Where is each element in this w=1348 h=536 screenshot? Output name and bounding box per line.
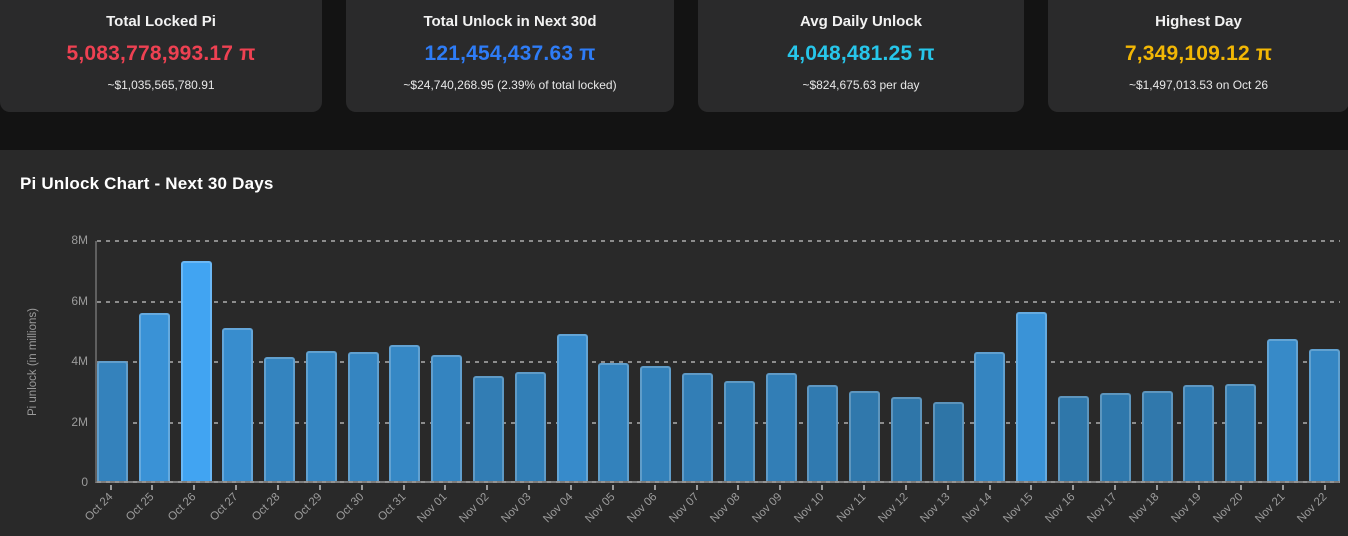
bar-series <box>97 241 1340 481</box>
bar[interactable] <box>723 380 755 481</box>
bar[interactable] <box>598 362 630 481</box>
x-axis-tick <box>779 485 782 490</box>
bar[interactable] <box>347 352 379 481</box>
bar[interactable] <box>890 397 922 481</box>
x-axis-tick <box>151 485 154 490</box>
bar[interactable] <box>97 361 128 481</box>
x-axis-tick <box>528 485 531 490</box>
stat-card-total-locked: Total Locked Pi 5,083,778,993.17 π ~$1,0… <box>0 0 322 112</box>
chart-panel: Pi Unlock Chart - Next 30 Days Pi unlock… <box>0 150 1348 536</box>
bar[interactable] <box>1057 395 1089 481</box>
bar[interactable] <box>849 391 881 481</box>
card-value: 121,454,437.63 π <box>424 42 596 65</box>
x-axis-tick <box>1323 485 1326 490</box>
x-axis-tick <box>946 485 949 490</box>
stats-row: Total Locked Pi 5,083,778,993.17 π ~$1,0… <box>0 0 1348 112</box>
x-axis-tick <box>695 485 698 490</box>
y-axis-tick-label: 2M <box>71 414 88 429</box>
bar[interactable] <box>1225 383 1257 481</box>
card-title: Avg Daily Unlock <box>800 13 922 30</box>
x-axis-tick <box>235 485 238 490</box>
x-axis-tick <box>360 485 363 490</box>
bar[interactable] <box>640 365 672 481</box>
bar[interactable] <box>932 401 964 481</box>
x-axis-tick <box>193 485 196 490</box>
card-value: 5,083,778,993.17 π <box>66 42 256 65</box>
bar[interactable] <box>1016 311 1048 481</box>
bar[interactable] <box>305 350 337 481</box>
x-axis-tick <box>318 485 321 490</box>
bar[interactable] <box>1308 349 1340 481</box>
bar[interactable] <box>1141 391 1173 481</box>
card-subtext: ~$824,675.63 per day <box>802 78 920 92</box>
bar[interactable] <box>765 373 797 481</box>
bar[interactable] <box>264 356 296 481</box>
stat-card-total-unlock-30d: Total Unlock in Next 30d 121,454,437.63 … <box>346 0 674 112</box>
y-axis-tick-label: 4M <box>71 354 88 368</box>
x-axis-tick <box>988 485 991 490</box>
bar[interactable] <box>1099 392 1131 481</box>
x-axis-tick <box>444 485 447 490</box>
gridline-zero <box>97 481 1340 483</box>
bar[interactable] <box>1183 385 1215 481</box>
bar[interactable] <box>556 334 588 481</box>
x-axis-tick <box>821 485 824 490</box>
bar[interactable] <box>180 260 212 481</box>
card-subtext: ~$1,497,013.53 on Oct 26 <box>1128 78 1269 92</box>
bar[interactable] <box>807 385 839 481</box>
x-axis-tick <box>1281 485 1284 490</box>
x-axis-tick <box>109 485 112 490</box>
plot-area <box>95 240 1340 483</box>
card-title: Total Unlock in Next 30d <box>423 13 597 30</box>
y-axis-tick-label: 6M <box>71 293 88 308</box>
chart-title: Pi Unlock Chart - Next 30 Days <box>20 174 274 193</box>
bar[interactable] <box>138 313 170 481</box>
x-axis-tick <box>569 485 572 490</box>
x-axis-tick <box>1239 485 1242 490</box>
card-title: Highest Day <box>1155 13 1242 30</box>
bar[interactable] <box>974 352 1006 481</box>
card-subtext: ~$24,740,268.95 (2.39% of total locked) <box>403 78 617 92</box>
card-title: Total Locked Pi <box>106 13 216 30</box>
x-axis-tick <box>1072 485 1075 490</box>
x-axis-label: Oct 24 <box>82 491 115 524</box>
card-value: 4,048,481.25 π <box>787 42 935 65</box>
y-axis-tick-label: 8M <box>71 233 88 247</box>
stat-card-avg-daily-unlock: Avg Daily Unlock 4,048,481.25 π ~$824,67… <box>698 0 1024 112</box>
bar[interactable] <box>1266 338 1298 481</box>
bar[interactable] <box>389 344 421 481</box>
x-axis-tick <box>904 485 907 490</box>
x-axis-tick <box>611 485 614 490</box>
card-subtext: ~$1,035,565,780.91 <box>107 78 215 92</box>
x-axis-tick <box>1197 485 1200 490</box>
card-value: 7,349,109.12 π <box>1124 42 1273 65</box>
bar[interactable] <box>473 376 505 481</box>
x-axis-tick <box>1114 485 1117 490</box>
x-axis-tick <box>1156 485 1159 490</box>
x-axis-tick <box>737 485 740 490</box>
x-axis-tick <box>402 485 405 490</box>
y-axis-tick-label: 0 <box>81 475 88 489</box>
bar[interactable] <box>222 328 254 481</box>
x-axis-tick <box>653 485 656 490</box>
x-axis-tick <box>863 485 866 490</box>
x-axis-tick <box>276 485 279 490</box>
x-axis-tick <box>1030 485 1033 490</box>
bar[interactable] <box>431 355 463 481</box>
bar[interactable] <box>514 371 546 481</box>
stat-card-highest-day: Highest Day 7,349,109.12 π ~$1,497,013.5… <box>1048 0 1348 112</box>
bar[interactable] <box>681 373 713 481</box>
x-axis-tick <box>486 485 489 490</box>
